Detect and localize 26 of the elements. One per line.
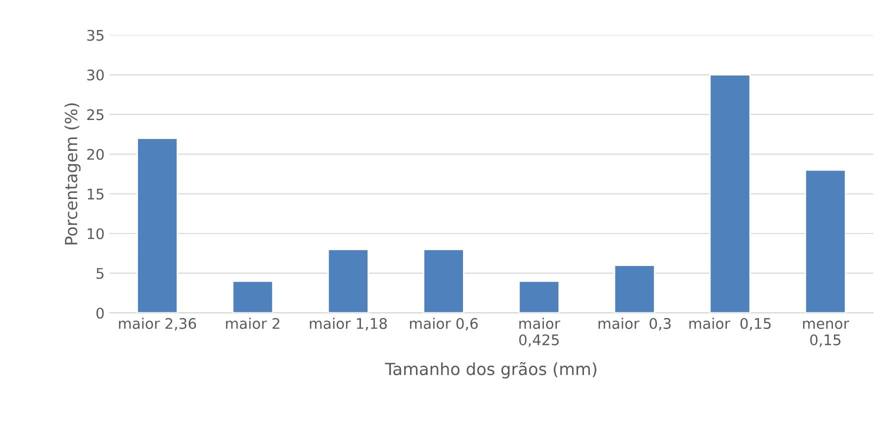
- x-tick-label: maior 2: [226, 318, 280, 330]
- x-tick-label: maior 1,18: [310, 318, 387, 331]
- bar: [804, 169, 846, 313]
- bar: [518, 280, 560, 313]
- y-tick-label: 15: [88, 188, 104, 200]
- x-tick-label: maior 0,15: [689, 318, 771, 331]
- bar: [422, 248, 464, 313]
- bar: [709, 74, 751, 313]
- bar: [327, 248, 369, 313]
- x-axis-title: Tamanho dos grãos (mm): [384, 362, 596, 378]
- y-axis-title: Porcentagem (%): [64, 103, 81, 244]
- x-tick-label: maior 0,6: [410, 318, 478, 331]
- y-tick-label: 20: [87, 148, 104, 160]
- x-tick-label: menor 0,15: [803, 320, 850, 347]
- x-tick-label: maior 0,425: [519, 318, 560, 347]
- bar: [136, 138, 178, 313]
- bar: [232, 280, 274, 313]
- y-tick-label: 30: [87, 69, 104, 81]
- x-tick-label: maior 0,3: [598, 318, 671, 331]
- bar: [614, 264, 656, 313]
- y-tick-label: 25: [87, 109, 104, 120]
- y-tick-label: 35: [87, 30, 104, 41]
- y-tick-label: 10: [88, 228, 104, 240]
- y-tick-label: 5: [96, 268, 104, 279]
- y-tick-label: 0: [96, 308, 104, 319]
- x-tick-label: maior 2,36: [119, 318, 196, 331]
